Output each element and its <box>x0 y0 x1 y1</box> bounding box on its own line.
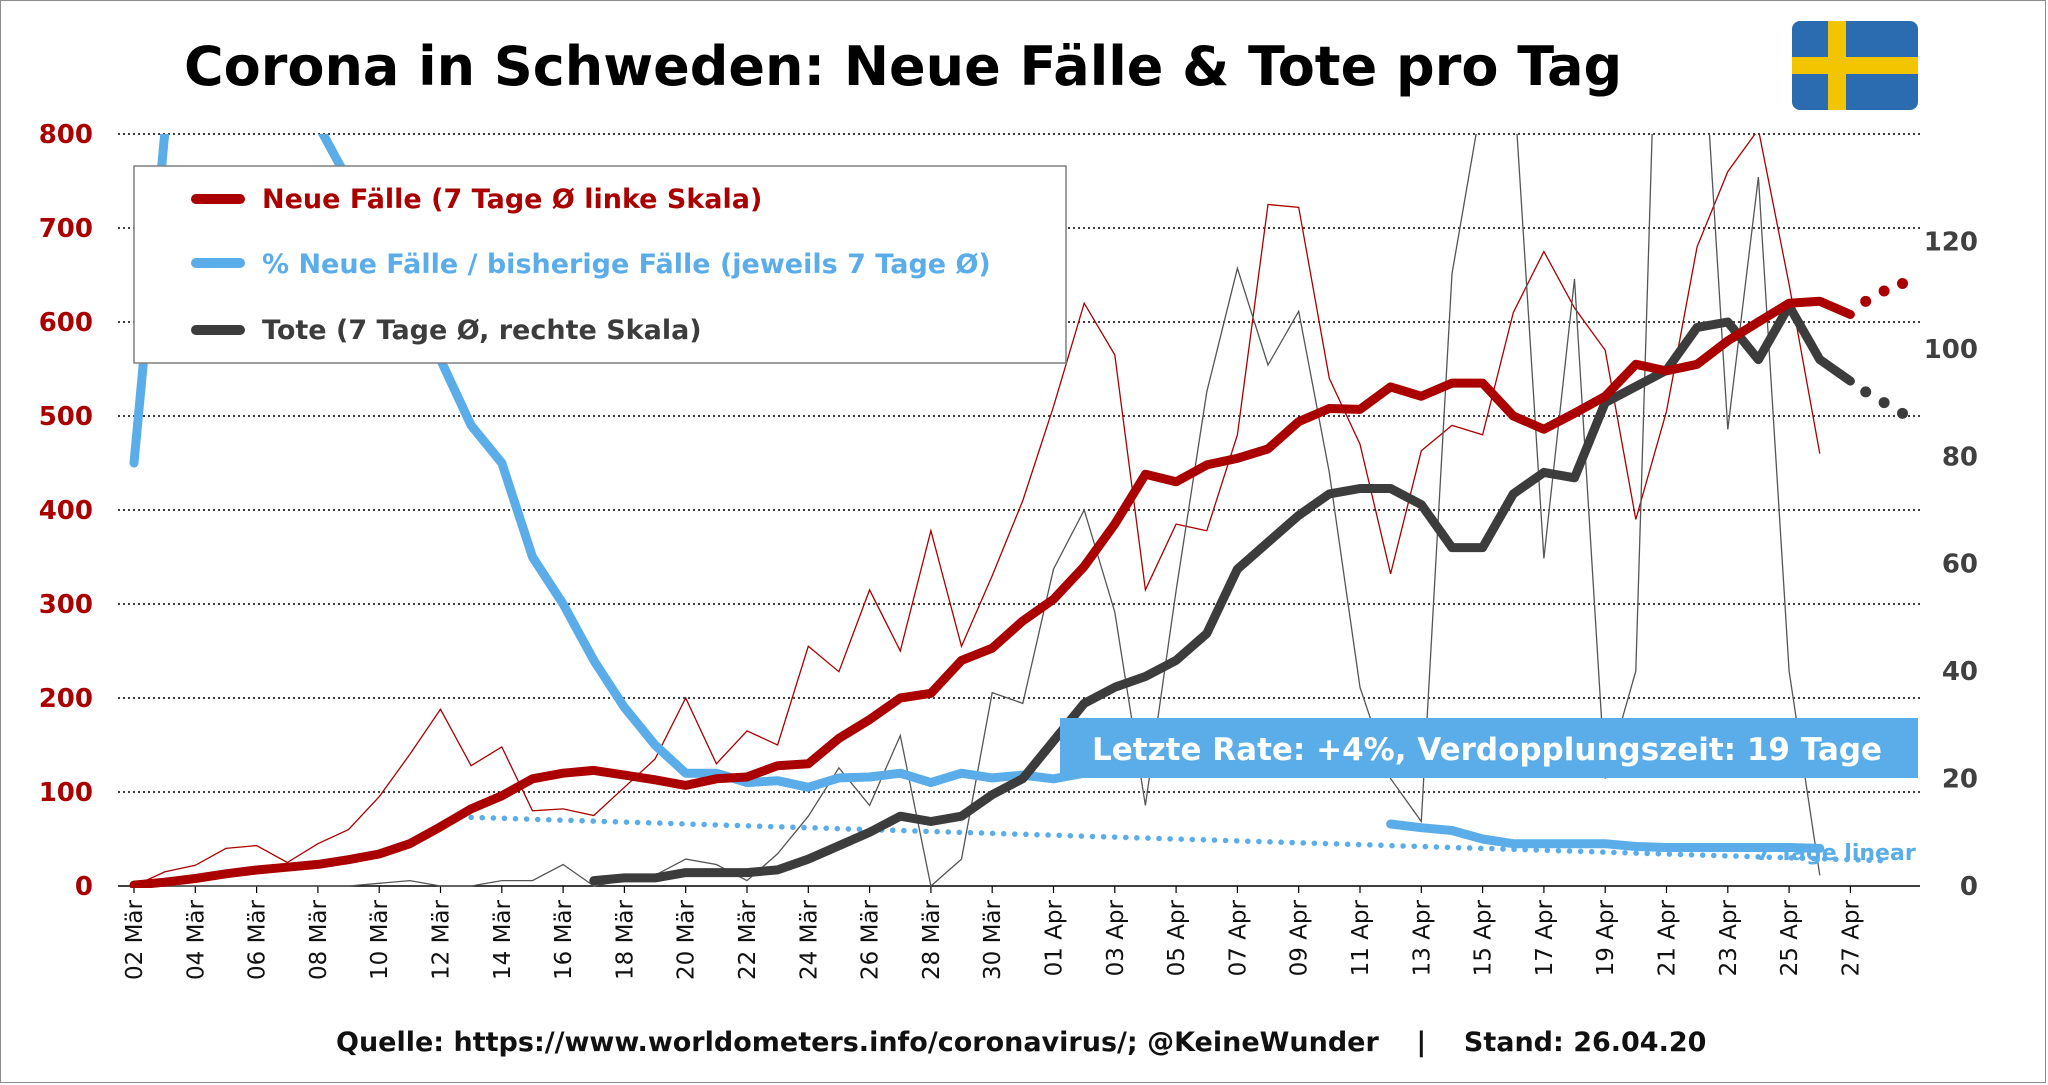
forecast-dot <box>1878 285 1890 297</box>
y-axis-right: 0 20 40 60 80 100 120 <box>1924 227 1978 902</box>
x-axis: 02 Mär 04 Mär 06 Mär 08 Mär 10 Mär 12 Mär 14 M… <box>122 886 1864 980</box>
x-tick-label: 18 Mär <box>612 899 638 980</box>
chart-title: Corona in Schweden: Neue Fälle & Tote pr… <box>184 35 1622 98</box>
legend: Neue Fälle (7 Tage Ø linke Skala) % Neue… <box>133 165 1067 364</box>
y-left-tick-label: 200 <box>39 684 93 714</box>
x-tick-label: 11 Apr <box>1348 899 1374 976</box>
x-tick-label: 08 Mär <box>306 899 332 980</box>
x-tick-label: 23 Apr <box>1716 899 1742 976</box>
x-tick-label: 12 Mär <box>429 899 455 980</box>
y-left-tick-label: 500 <box>39 402 93 432</box>
forecast-dot <box>1897 407 1909 419</box>
y-right-tick-label: 100 <box>1924 335 1978 365</box>
rate-banner-text: Letzte Rate: +4%, Verdopplungszeit: 19 T… <box>1092 732 1882 768</box>
x-tick-label: 04 Mär <box>183 899 209 980</box>
y-left-tick-label: 300 <box>39 590 93 620</box>
y-right-tick-label: 20 <box>1942 765 1978 795</box>
x-tick-label: 06 Mär <box>245 899 271 980</box>
x-tick-label: 14 Mär <box>490 899 516 980</box>
forecast-dot <box>1878 397 1890 409</box>
x-tick-label: 20 Mär <box>674 899 700 980</box>
x-tick-label: 28 Mär <box>919 899 945 980</box>
x-tick-label: 05 Apr <box>1164 899 1190 976</box>
forecast-dot <box>1860 386 1872 398</box>
forecast-dot <box>1860 295 1872 307</box>
x-tick-label: 16 Mär <box>551 899 577 980</box>
x-tick-label: 27 Apr <box>1838 899 1864 976</box>
series-line-2 <box>129 134 1825 853</box>
series-line-3 <box>468 814 1884 864</box>
series-layer <box>129 134 1909 888</box>
legend-label-cases: Neue Fälle (7 Tage Ø linke Skala) <box>262 184 762 215</box>
y-right-tick-label: 40 <box>1942 657 1978 687</box>
y-left-tick-label: 400 <box>39 496 93 526</box>
y-axis-left: 0 100 200 300 400 500 600 700 800 <box>39 120 93 902</box>
source-line: Quelle: https://www.worldometers.info/co… <box>336 1027 1706 1058</box>
y-right-tick-label: 80 <box>1942 442 1978 472</box>
series-line-1 <box>133 134 1821 887</box>
y-right-tick-label: 120 <box>1924 227 1978 257</box>
series-line-0 <box>129 296 1855 888</box>
linear-note: 7 Tage linear <box>1756 841 1916 866</box>
series-line-4 <box>589 301 1855 886</box>
rate-banner: Letzte Rate: +4%, Verdopplungszeit: 19 T… <box>1060 718 1918 778</box>
x-tick-label: 30 Mär <box>980 899 1006 980</box>
x-tick-label: 21 Apr <box>1655 899 1681 976</box>
y-right-tick-label: 60 <box>1942 550 1978 580</box>
x-tick-label: 01 Apr <box>1042 899 1068 976</box>
x-tick-label: 22 Mär <box>735 899 761 980</box>
x-tick-label: 15 Apr <box>1471 899 1497 976</box>
x-tick-label: 03 Apr <box>1103 899 1129 976</box>
y-right-tick-label: 0 <box>1960 872 1978 902</box>
x-tick-label: 19 Apr <box>1593 899 1619 976</box>
x-tick-label: 02 Mär <box>122 899 148 980</box>
x-tick-label: 26 Mär <box>858 899 884 980</box>
forecast-dot <box>1897 277 1909 289</box>
y-left-tick-label: 700 <box>39 214 93 244</box>
y-left-tick-label: 600 <box>39 308 93 338</box>
y-left-tick-label: 0 <box>75 872 93 902</box>
sweden-flag-icon <box>1792 21 1918 110</box>
x-tick-label: 25 Apr <box>1777 899 1803 976</box>
x-tick-label: 07 Apr <box>1225 899 1251 976</box>
y-left-tick-label: 800 <box>39 120 93 150</box>
x-tick-label: 09 Apr <box>1287 899 1313 976</box>
x-tick-label: 24 Mär <box>796 899 822 980</box>
x-tick-label: 10 Mär <box>367 899 393 980</box>
x-tick-label: 13 Apr <box>1409 899 1435 976</box>
legend-label-rate: % Neue Fälle / bisherige Fälle (jeweils … <box>262 249 991 280</box>
y-left-tick-label: 100 <box>39 778 93 808</box>
legend-label-deaths: Tote (7 Tage Ø, rechte Skala) <box>262 315 702 346</box>
x-tick-label: 17 Apr <box>1532 899 1558 976</box>
